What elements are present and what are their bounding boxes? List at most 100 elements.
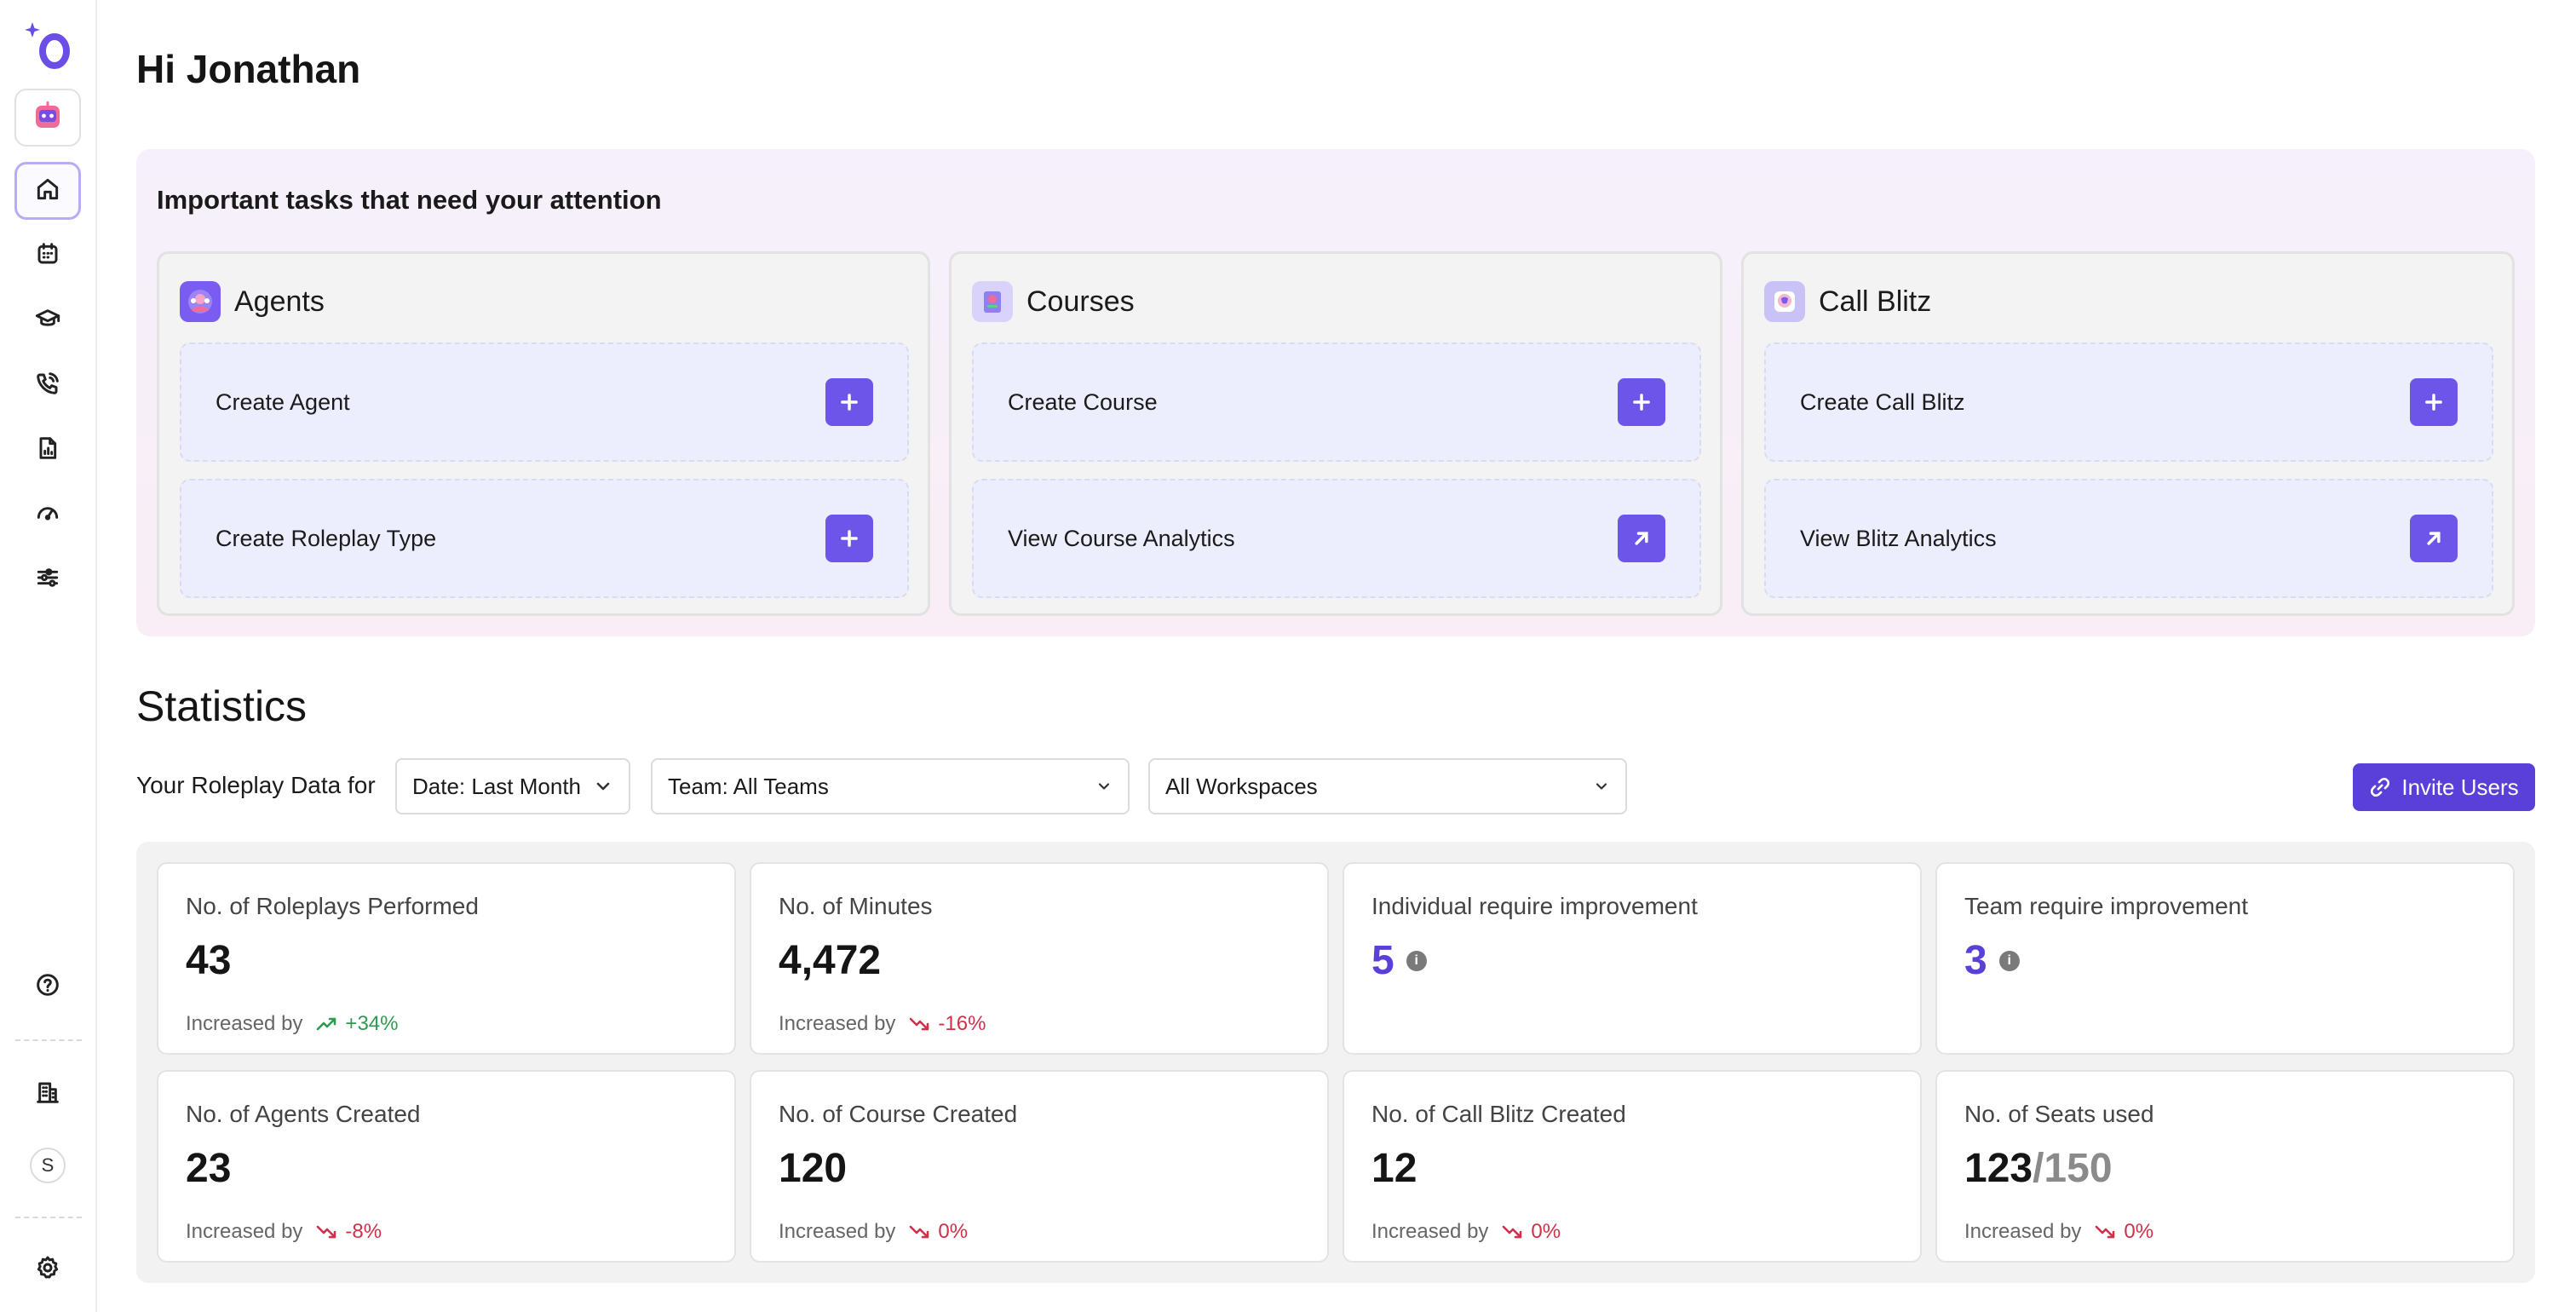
task-card-header: Agents [180, 281, 325, 322]
sidebar-item-performance[interactable] [14, 486, 81, 544]
create-roleplay-type-button[interactable] [825, 515, 873, 562]
call-blitz-icon [1764, 281, 1805, 322]
view-blitz-analytics-row[interactable]: View Blitz Analytics [1764, 479, 2493, 598]
plus-icon [841, 530, 858, 547]
phone-call-icon [34, 370, 61, 401]
sidebar-divider [15, 1217, 82, 1218]
stat-trend: Increased by +34% [186, 1012, 398, 1036]
calendar-icon [34, 240, 61, 272]
stat-card-minutes: No. of Minutes 4,472 Increased by -16% [750, 862, 1329, 1055]
chevron-down-icon [596, 782, 610, 791]
create-call-blitz-button[interactable] [2410, 378, 2458, 426]
stat-value: 12 [1371, 1145, 1417, 1192]
invite-users-button[interactable]: Invite Users [2353, 763, 2535, 811]
view-course-analytics-row[interactable]: View Course Analytics [972, 479, 1701, 598]
stat-card-call-blitz-created: No. of Call Blitz Created 12 Increased b… [1343, 1070, 1922, 1263]
sidebar-item-workspace[interactable]: S [14, 1136, 81, 1194]
app-logo-icon[interactable] [24, 19, 75, 73]
trend-value: +34% [316, 1012, 398, 1036]
home-icon [34, 176, 61, 207]
task-card-agents: Agents Create Agent Create Roleplay Type [157, 251, 930, 616]
building-icon [34, 1079, 61, 1110]
info-icon[interactable]: i [1998, 950, 2020, 971]
arrow-up-right-icon [2427, 532, 2441, 545]
trend-percent: -16% [938, 1012, 986, 1035]
sidebar-item-calls[interactable] [14, 356, 81, 414]
create-agent-row[interactable]: Create Agent [180, 342, 909, 462]
chevron-down-icon [1596, 783, 1607, 790]
stat-number: 12 [1371, 1146, 1417, 1191]
create-course-button[interactable] [1618, 378, 1665, 426]
sidebar-item-bot[interactable] [14, 89, 81, 147]
trend-down-icon [2096, 1225, 2115, 1239]
plus-icon [841, 394, 858, 411]
stat-value: 43 [186, 937, 231, 984]
action-label: View Blitz Analytics [1800, 525, 1997, 551]
trend-value: -16% [909, 1012, 986, 1036]
sidebar-item-reports[interactable] [14, 421, 81, 479]
sidebar-item-settings[interactable] [14, 1240, 81, 1298]
trend-label: Increased by [1371, 1220, 1489, 1243]
stat-label: Individual require improvement [1371, 893, 1698, 919]
team-filter-select[interactable]: Team: All Teams [651, 758, 1130, 814]
arrow-up-right-icon [1635, 532, 1648, 545]
create-roleplay-type-row[interactable]: Create Roleplay Type [180, 479, 909, 598]
stat-value: 3 i [1964, 937, 2020, 984]
stat-number: 120 [779, 1146, 848, 1191]
trend-up-icon [317, 1017, 336, 1031]
trend-label: Increased by [779, 1220, 896, 1243]
date-filter-select[interactable]: Date: Last Month [395, 758, 630, 814]
stat-trend: Increased by 0% [779, 1220, 968, 1244]
stat-card-courses-created: No. of Course Created 120 Increased by 0… [750, 1070, 1329, 1263]
sidebar-item-calendar[interactable] [14, 227, 81, 285]
trend-percent: 0% [1531, 1220, 1561, 1243]
statistics-filter-bar: Your Roleplay Data for Date: Last Month … [136, 758, 2535, 814]
stat-trend: Increased by -16% [779, 1012, 986, 1036]
stat-number: 43 [186, 938, 232, 983]
graduation-cap-icon [34, 305, 61, 337]
stat-label: No. of Course Created [779, 1101, 1018, 1127]
action-label: Create Call Blitz [1800, 388, 1965, 415]
sidebar-item-courses[interactable] [14, 291, 81, 349]
task-card-call-blitz: Call Blitz Create Call Blitz View Blitz … [1741, 251, 2515, 616]
action-label: Create Roleplay Type [216, 525, 437, 551]
stat-label: No. of Call Blitz Created [1371, 1101, 1626, 1127]
task-card-title: Call Blitz [1819, 285, 1932, 318]
view-blitz-analytics-button[interactable] [2410, 515, 2458, 562]
sliders-icon [34, 564, 61, 596]
plus-icon [1633, 394, 1650, 411]
trend-down-icon [910, 1225, 929, 1239]
stat-trend: Increased by 0% [1371, 1220, 1561, 1244]
stat-value: 120 [779, 1145, 847, 1192]
create-agent-button[interactable] [825, 378, 873, 426]
trend-down-icon [317, 1225, 336, 1239]
trend-label: Increased by [186, 1012, 303, 1035]
agents-icon [180, 281, 221, 322]
create-call-blitz-row[interactable]: Create Call Blitz [1764, 342, 2493, 462]
tasks-panel: Important tasks that need your attention… [136, 149, 2535, 636]
gear-icon [34, 1254, 61, 1286]
stat-label: No. of Seats used [1964, 1101, 2154, 1127]
invite-users-label: Invite Users [2401, 774, 2519, 800]
sidebar-item-help[interactable] [14, 958, 81, 1016]
chevron-down-icon [1098, 783, 1110, 790]
team-filter-value: Team: All Teams [668, 773, 829, 799]
sidebar-item-organization[interactable] [14, 1065, 81, 1123]
courses-icon [972, 281, 1013, 322]
task-card-title: Agents [234, 285, 325, 318]
stat-card-individual-improvement: Individual require improvement 5 i [1343, 862, 1922, 1055]
action-label: View Course Analytics [1008, 525, 1235, 551]
info-icon[interactable]: i [1406, 950, 1427, 971]
sidebar-item-home[interactable] [14, 162, 81, 220]
help-circle-icon [34, 971, 61, 1003]
view-course-analytics-button[interactable] [1618, 515, 1665, 562]
bot-icon [31, 99, 65, 137]
stat-label: No. of Minutes [779, 893, 933, 919]
create-course-row[interactable]: Create Course [972, 342, 1701, 462]
stat-card-seats-used: No. of Seats used 123/150 Increased by 0… [1935, 1070, 2515, 1263]
sidebar-item-filters[interactable] [14, 550, 81, 608]
trend-label: Increased by [186, 1220, 303, 1243]
stat-value: 4,472 [779, 937, 881, 984]
stat-total: /150 [2033, 1146, 2113, 1191]
workspace-filter-select[interactable]: All Workspaces [1148, 758, 1627, 814]
